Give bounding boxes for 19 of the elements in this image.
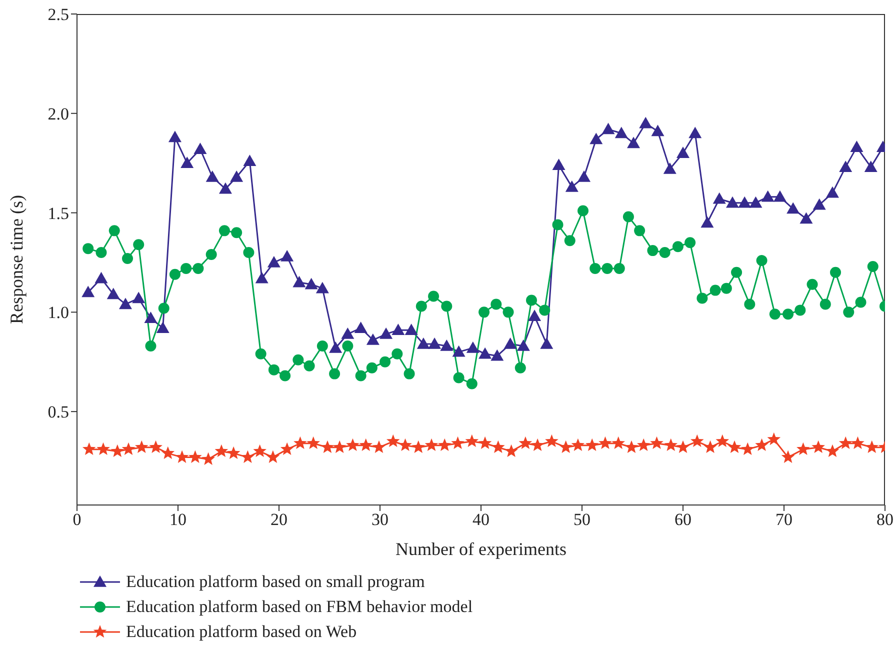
x-axis-title: Number of experiments <box>396 539 566 559</box>
y-tick-label: 1.0 <box>48 303 69 322</box>
x-tick-label: 0 <box>72 510 82 530</box>
y-tick-label: 1.5 <box>48 204 69 223</box>
x-tick-label: 10 <box>170 510 186 530</box>
x-tick-label: 70 <box>776 510 792 530</box>
y-axis-title: Response time (s) <box>6 195 26 324</box>
x-tick-label: 60 <box>674 510 692 530</box>
x-tick-label: 40 <box>472 510 490 530</box>
y-tick-label: 0.5 <box>48 402 69 422</box>
legend-label: Education platform based on Web <box>126 622 357 642</box>
x-tick-label: 30 <box>372 510 388 530</box>
y-tick-label: 2.5 <box>48 5 69 24</box>
y-tick-label: 2.0 <box>48 104 69 124</box>
legend-label: Education platform based on small program <box>126 572 425 592</box>
x-tick-label: 80 <box>876 510 894 530</box>
x-tick-label: 20 <box>270 510 288 530</box>
x-tick-label: 50 <box>574 510 590 530</box>
legend-label: Education platform based on FBM behavior model <box>126 596 473 616</box>
